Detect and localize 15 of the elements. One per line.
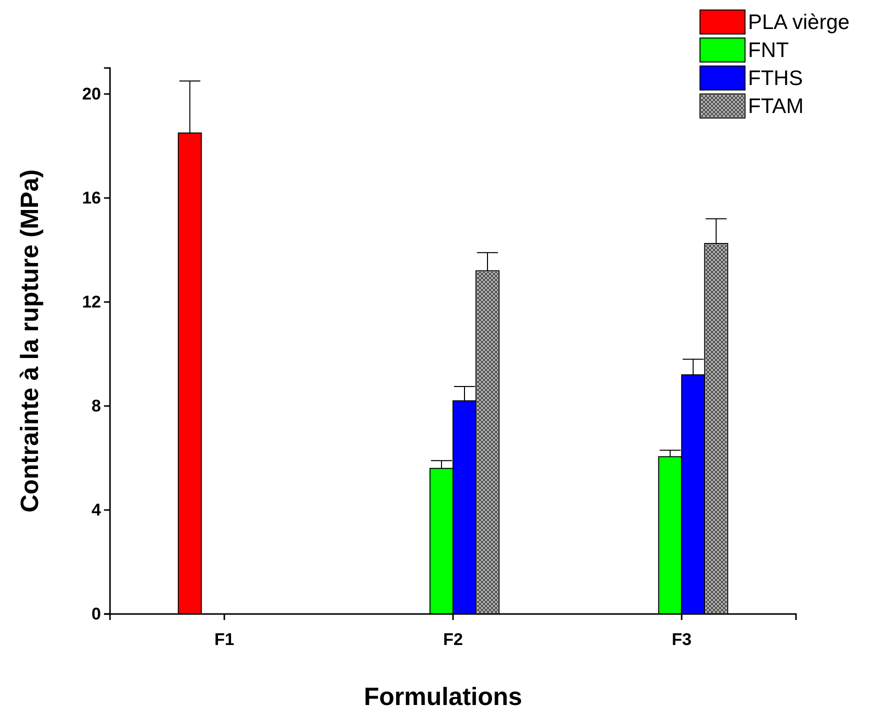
y-tick-label: 4 xyxy=(92,500,102,520)
y-tick-label: 0 xyxy=(92,604,101,624)
y-tick-label: 8 xyxy=(92,396,101,416)
y-tick-label: 16 xyxy=(82,188,101,208)
y-axis-title: Contrainte à la rupture (MPa) xyxy=(16,169,44,513)
x-tick-label: F2 xyxy=(443,630,463,650)
legend-label: FTHS xyxy=(748,67,803,90)
x-tick-label: F1 xyxy=(214,630,234,650)
legend-label: PLA vièrge xyxy=(748,11,850,34)
y-tick-label: 12 xyxy=(82,292,101,312)
x-axis-title: Formulations xyxy=(364,683,522,710)
y-tick-label: 20 xyxy=(82,84,101,104)
legend-label: FNT xyxy=(748,39,789,62)
x-tick-label: F3 xyxy=(672,630,692,650)
legend-label: FTAM xyxy=(748,95,804,118)
